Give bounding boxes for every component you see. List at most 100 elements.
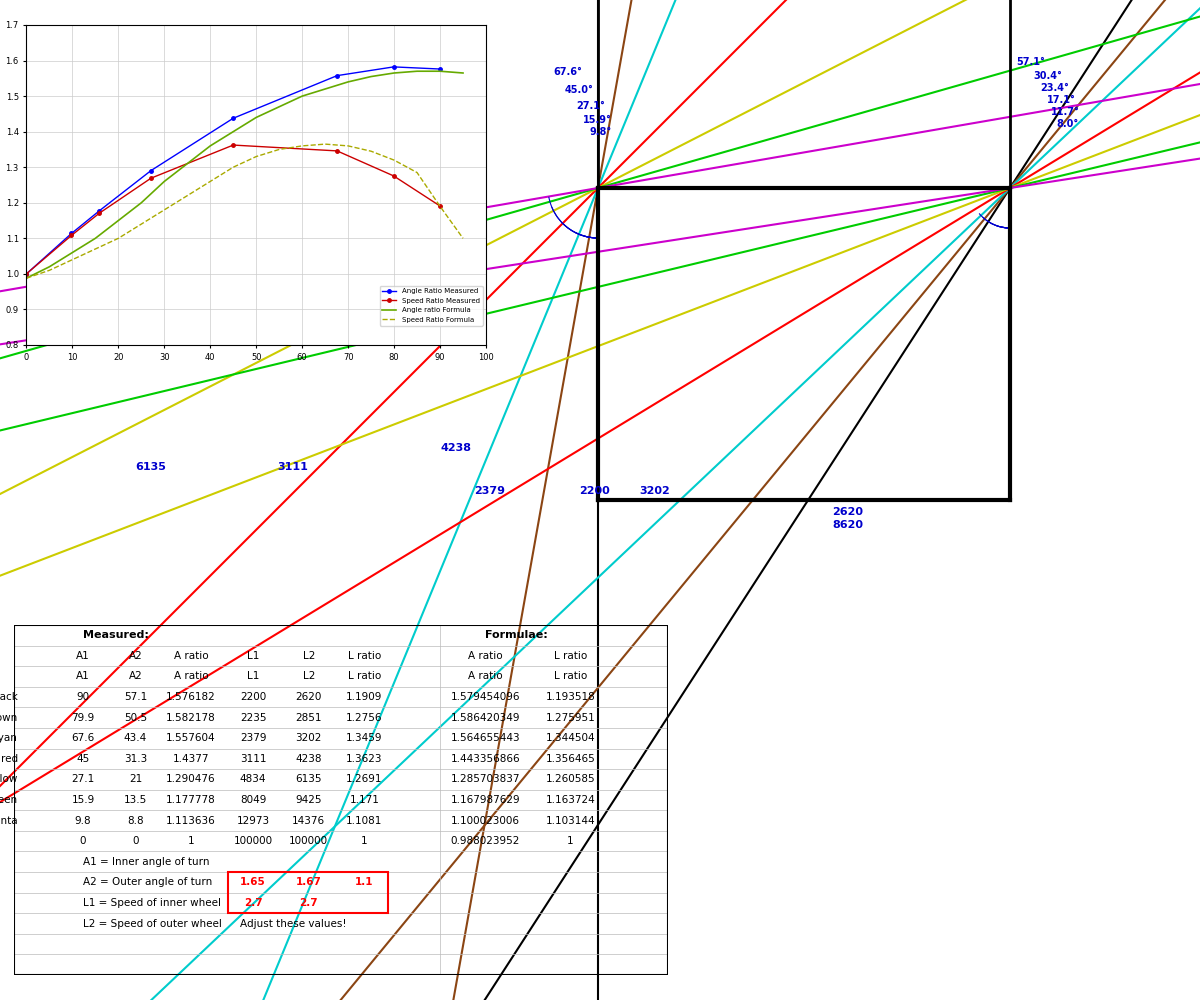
Text: 27.1: 27.1 xyxy=(72,774,95,784)
Text: 1.582178: 1.582178 xyxy=(166,713,216,723)
Text: 2200: 2200 xyxy=(240,692,266,702)
Speed Ratio Formula xyxy=(42,264,56,276)
Text: 67.6: 67.6 xyxy=(72,733,95,743)
Text: 1.103144: 1.103144 xyxy=(546,816,595,826)
Angle Ratio Measured xyxy=(65,227,79,239)
Speed Ratio Measured xyxy=(226,139,240,151)
Text: 13.5: 13.5 xyxy=(124,795,148,805)
Speed Ratio Measured xyxy=(386,170,401,182)
Text: A2 = Outer angle of turn: A2 = Outer angle of turn xyxy=(83,877,212,887)
Speed Ratio Formula xyxy=(180,190,194,202)
Angle ratio Formula xyxy=(203,140,217,152)
Text: 9425: 9425 xyxy=(295,795,322,805)
Text: 15.9: 15.9 xyxy=(72,795,95,805)
Angle ratio Formula xyxy=(19,272,34,284)
Angle ratio Formula xyxy=(386,67,401,79)
Speed Ratio Formula xyxy=(250,151,264,163)
Angle ratio Formula xyxy=(42,261,56,273)
Text: 6135: 6135 xyxy=(295,774,322,784)
Text: green: green xyxy=(0,795,18,805)
Text: 1: 1 xyxy=(566,836,574,846)
Text: 11.7°: 11.7° xyxy=(1051,107,1080,117)
Text: 4238: 4238 xyxy=(295,754,322,764)
Speed Ratio Formula xyxy=(295,140,310,152)
Speed Ratio Formula xyxy=(65,254,79,266)
Text: A1: A1 xyxy=(76,671,90,681)
Text: 15.9°: 15.9° xyxy=(583,115,612,125)
Speed Ratio Formula xyxy=(386,154,401,166)
Speed Ratio Formula xyxy=(157,204,172,216)
Text: 1.564655443: 1.564655443 xyxy=(450,733,520,743)
Angle Ratio Measured xyxy=(433,63,448,75)
Text: 2200: 2200 xyxy=(580,486,611,496)
Text: 2379: 2379 xyxy=(240,733,266,743)
Angle ratio Formula xyxy=(134,197,149,209)
Text: 9.8: 9.8 xyxy=(74,816,91,826)
Text: magenta: magenta xyxy=(0,816,18,826)
Speed Ratio Formula xyxy=(272,143,287,155)
Text: 1.275951: 1.275951 xyxy=(546,713,595,723)
Angle ratio Formula xyxy=(410,65,425,77)
Text: 1.4377: 1.4377 xyxy=(173,754,209,764)
Text: L1: L1 xyxy=(247,651,259,661)
Speed Ratio Formula xyxy=(88,243,102,255)
Text: 8.0°: 8.0° xyxy=(1056,119,1079,129)
Text: 17.1°: 17.1° xyxy=(1046,95,1076,105)
Angle ratio Formula xyxy=(250,111,264,123)
Text: 0: 0 xyxy=(132,836,139,846)
Angle ratio Formula xyxy=(88,232,102,244)
Text: L ratio: L ratio xyxy=(553,651,587,661)
Text: L1 = Speed of inner wheel: L1 = Speed of inner wheel xyxy=(83,898,221,908)
Text: 100000: 100000 xyxy=(234,836,272,846)
Text: 8049: 8049 xyxy=(240,795,266,805)
Text: 100000: 100000 xyxy=(289,836,329,846)
Line: Speed Ratio Measured: Speed Ratio Measured xyxy=(25,143,442,276)
Text: 1.260585: 1.260585 xyxy=(546,774,595,784)
Angle ratio Formula xyxy=(65,247,79,259)
Text: 2620: 2620 xyxy=(833,507,864,517)
Angle ratio Formula xyxy=(456,67,470,79)
Speed Ratio Measured xyxy=(19,268,34,280)
Speed Ratio Formula xyxy=(112,232,126,244)
Text: cyan: cyan xyxy=(0,733,18,743)
Text: A1: A1 xyxy=(76,651,90,661)
Text: 12973: 12973 xyxy=(236,816,270,826)
Text: 1: 1 xyxy=(361,836,367,846)
Text: brown: brown xyxy=(0,713,18,723)
Text: L2 = Speed of outer wheel: L2 = Speed of outer wheel xyxy=(83,919,222,929)
Text: L ratio: L ratio xyxy=(348,671,380,681)
Text: 9.8°: 9.8° xyxy=(589,127,611,137)
Text: 1.1: 1.1 xyxy=(355,877,373,887)
Text: Measured:: Measured: xyxy=(83,630,149,640)
Text: 3202: 3202 xyxy=(640,486,671,496)
Text: L ratio: L ratio xyxy=(348,651,380,661)
Text: 2.7: 2.7 xyxy=(244,898,263,908)
Text: 30.4°: 30.4° xyxy=(1033,71,1062,81)
Text: 2851: 2851 xyxy=(295,713,322,723)
Text: 1.65: 1.65 xyxy=(240,877,266,887)
Text: 1.1081: 1.1081 xyxy=(346,816,383,826)
Text: 1.193518: 1.193518 xyxy=(546,692,595,702)
Text: 43.4: 43.4 xyxy=(124,733,148,743)
Speed Ratio Formula xyxy=(203,175,217,187)
Text: 2.7: 2.7 xyxy=(299,898,318,908)
Text: 79.9: 79.9 xyxy=(72,713,95,723)
Text: black: black xyxy=(0,692,18,702)
Text: 1.177778: 1.177778 xyxy=(166,795,216,805)
Text: 57.1°: 57.1° xyxy=(1016,57,1045,67)
Text: A ratio: A ratio xyxy=(468,671,503,681)
Text: 1.290476: 1.290476 xyxy=(166,774,216,784)
Text: 6135: 6135 xyxy=(136,462,167,472)
Line: Angle Ratio Measured: Angle Ratio Measured xyxy=(25,65,442,276)
Text: 67.6°: 67.6° xyxy=(553,67,582,77)
Text: A2: A2 xyxy=(128,651,143,661)
Angle ratio Formula xyxy=(112,215,126,227)
Speed Ratio Formula xyxy=(226,161,240,173)
Text: 4238: 4238 xyxy=(440,443,472,453)
Text: A1 = Inner angle of turn: A1 = Inner angle of turn xyxy=(83,857,210,867)
Text: L2: L2 xyxy=(302,651,314,661)
Speed Ratio Measured xyxy=(92,207,107,219)
Angle Ratio Measured xyxy=(386,61,401,73)
Text: 1.344504: 1.344504 xyxy=(546,733,595,743)
Text: 2379: 2379 xyxy=(474,486,505,496)
